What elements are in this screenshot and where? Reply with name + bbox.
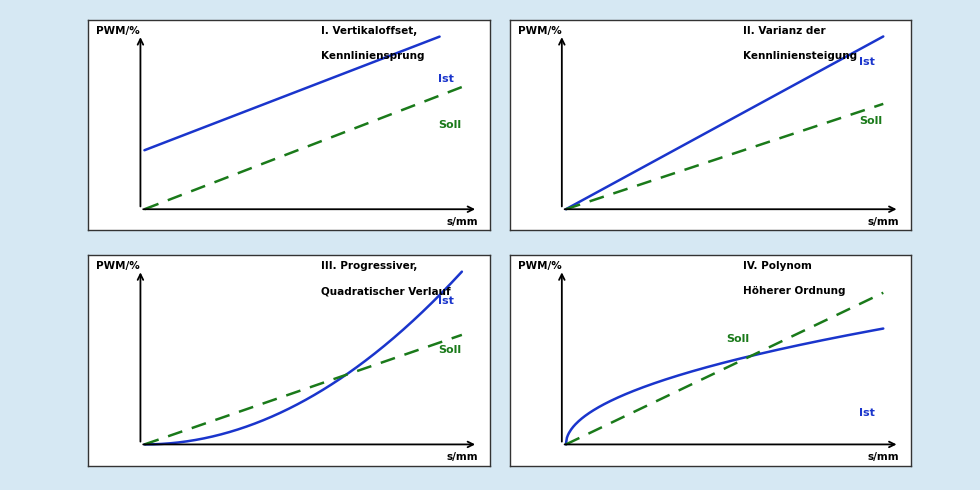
- Text: I. Vertikaloffset,: I. Vertikaloffset,: [321, 26, 417, 36]
- Text: IV. Polynom: IV. Polynom: [743, 261, 811, 271]
- Text: s/mm: s/mm: [867, 217, 900, 226]
- Text: Soll: Soll: [859, 116, 882, 126]
- Text: III. Progressiver,: III. Progressiver,: [321, 261, 417, 271]
- Text: Soll: Soll: [438, 344, 461, 355]
- Text: Kennliniensprung: Kennliniensprung: [321, 51, 424, 61]
- Text: s/mm: s/mm: [446, 452, 478, 462]
- Text: PWM/%: PWM/%: [517, 26, 562, 36]
- Text: PWM/%: PWM/%: [96, 261, 140, 271]
- Text: Ist: Ist: [438, 74, 454, 84]
- Text: Kennliniensteigung: Kennliniensteigung: [743, 51, 857, 61]
- Text: Ist: Ist: [859, 57, 875, 67]
- Text: PWM/%: PWM/%: [96, 26, 140, 36]
- Text: Ist: Ist: [438, 296, 454, 306]
- Text: Höherer Ordnung: Höherer Ordnung: [743, 286, 845, 296]
- Text: II. Varianz der: II. Varianz der: [743, 26, 825, 36]
- Text: Soll: Soll: [726, 334, 750, 344]
- Text: s/mm: s/mm: [446, 217, 478, 226]
- Text: Soll: Soll: [438, 120, 461, 130]
- Text: Ist: Ist: [859, 408, 875, 418]
- Text: s/mm: s/mm: [867, 452, 900, 462]
- Text: Quadratischer Verlauf: Quadratischer Verlauf: [321, 286, 451, 296]
- Text: PWM/%: PWM/%: [517, 261, 562, 271]
